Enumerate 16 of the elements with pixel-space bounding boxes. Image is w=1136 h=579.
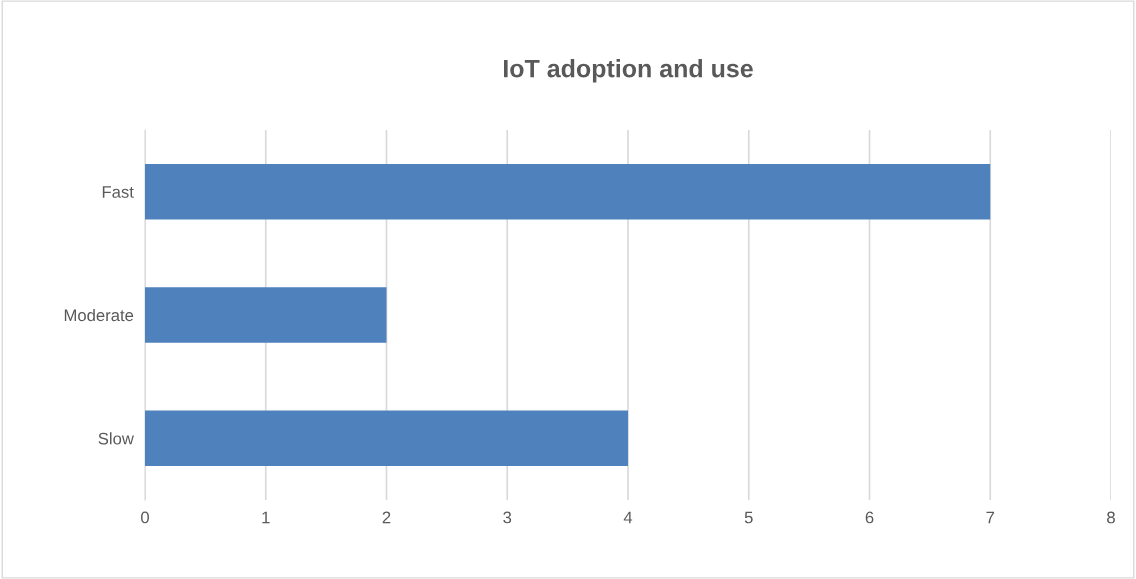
x-tick-label: 7 [986,511,995,524]
x-tick-label: 2 [382,511,391,524]
x-tick-label: 3 [503,511,512,524]
bar [145,287,387,343]
x-tick-label: 0 [141,511,149,524]
x-tick-label: 5 [744,511,753,524]
x-tick-label: 8 [1107,511,1115,524]
bar [145,410,628,467]
y-tick-label: Slow [98,432,134,445]
chart-title: IoT adoption and use [503,59,753,83]
x-tick-label: 1 [262,511,270,524]
x-tick-label: 6 [865,511,874,524]
bar [145,163,991,220]
y-tick-label: Fast [102,186,134,198]
x-tick-label: 4 [623,511,633,524]
y-tick-label: Moderate [64,308,134,322]
